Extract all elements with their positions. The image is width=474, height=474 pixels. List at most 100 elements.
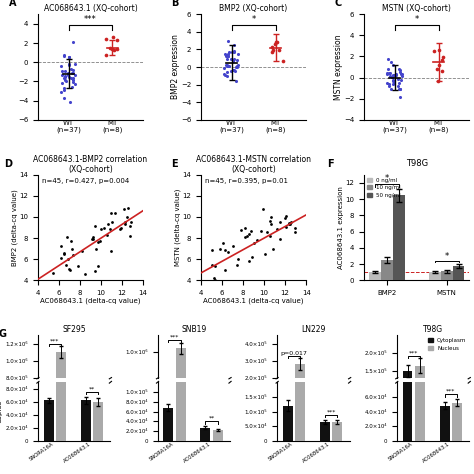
Point <box>430 47 438 55</box>
Point <box>390 76 397 84</box>
Point <box>386 72 393 80</box>
Bar <box>164 408 173 441</box>
Point <box>219 239 227 247</box>
Point <box>208 277 216 285</box>
Point <box>65 265 73 273</box>
Point <box>397 93 404 100</box>
Point <box>225 53 232 60</box>
Point <box>57 242 65 250</box>
Point <box>66 266 73 273</box>
Text: F: F <box>327 159 334 169</box>
Point <box>399 70 406 77</box>
Point <box>100 225 108 232</box>
Bar <box>415 365 425 425</box>
Point <box>392 71 400 78</box>
Bar <box>415 320 425 441</box>
Point <box>392 71 400 79</box>
Point <box>220 64 228 72</box>
Bar <box>453 266 465 280</box>
Bar <box>201 428 210 441</box>
Bar <box>369 272 381 280</box>
Point <box>64 69 72 76</box>
Point <box>222 52 229 60</box>
Point <box>397 85 404 92</box>
Point <box>233 56 241 64</box>
Point <box>254 236 261 244</box>
Point <box>78 247 86 255</box>
Text: ***: *** <box>170 335 179 340</box>
Point <box>276 218 284 225</box>
Point <box>243 232 250 240</box>
Point <box>62 261 70 269</box>
Point <box>390 72 398 79</box>
Bar <box>201 436 210 438</box>
Point <box>71 60 79 67</box>
Point <box>389 80 397 87</box>
Title: SF295: SF295 <box>63 326 86 335</box>
Point <box>104 220 112 228</box>
Point <box>266 232 274 240</box>
Point <box>435 46 443 54</box>
Point <box>69 83 76 91</box>
Point <box>69 66 77 74</box>
Point <box>68 69 75 77</box>
Point <box>57 62 65 70</box>
Point <box>69 79 77 86</box>
Bar <box>452 406 462 425</box>
Point <box>230 41 237 49</box>
Text: *: * <box>445 252 449 261</box>
Point <box>223 73 230 80</box>
Point <box>246 231 253 238</box>
Bar <box>164 432 173 438</box>
Point <box>107 247 115 255</box>
Bar <box>320 401 330 412</box>
Point <box>68 237 75 245</box>
Point <box>91 222 99 230</box>
Point <box>223 61 231 68</box>
Point <box>90 236 97 243</box>
Point <box>395 79 402 86</box>
Title: BMP2 (XQ-cohort): BMP2 (XQ-cohort) <box>219 4 288 13</box>
Point <box>222 62 229 69</box>
Point <box>384 65 392 73</box>
Point <box>98 225 105 233</box>
Y-axis label: MSTN expression: MSTN expression <box>334 34 343 100</box>
Point <box>230 55 237 63</box>
Point <box>90 234 97 241</box>
Point <box>389 61 397 69</box>
Point <box>264 228 271 236</box>
Point <box>389 77 397 84</box>
Point <box>70 74 77 82</box>
Text: E: E <box>172 159 178 169</box>
Point <box>228 48 236 56</box>
Point <box>92 245 100 253</box>
Point <box>439 53 447 61</box>
Point <box>113 36 120 43</box>
Point <box>383 69 391 77</box>
Text: ***: *** <box>446 389 456 394</box>
Point <box>69 251 76 258</box>
Bar <box>176 348 186 438</box>
Point <box>389 71 397 79</box>
Point <box>237 226 245 234</box>
Point <box>438 67 446 74</box>
Point <box>107 225 114 233</box>
Title: T98G: T98G <box>423 326 443 335</box>
Point <box>242 224 249 232</box>
Point <box>231 67 239 74</box>
Point <box>396 68 403 75</box>
Point <box>60 94 67 102</box>
Point <box>108 46 116 53</box>
Point <box>103 231 111 239</box>
Point <box>273 225 281 233</box>
Point <box>61 73 69 80</box>
Point <box>82 270 89 278</box>
Point <box>275 46 283 54</box>
Bar <box>402 331 412 441</box>
Point <box>397 85 404 93</box>
Point <box>96 237 103 245</box>
Point <box>397 76 404 84</box>
Bar <box>213 430 223 441</box>
Point <box>211 262 219 269</box>
Point <box>113 46 121 53</box>
